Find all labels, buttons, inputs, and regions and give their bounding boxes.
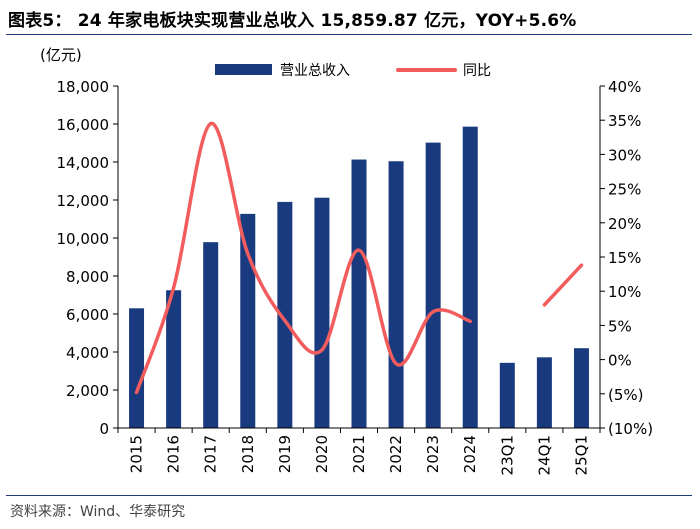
bar-2020 <box>314 197 330 428</box>
right-tick-label: 35% <box>608 112 641 130</box>
legend: 营业总收入 同比 <box>215 63 491 79</box>
x-tick-label: 2020 <box>313 435 331 473</box>
x-tick-label: 2024 <box>461 435 479 473</box>
bar-2019 <box>277 201 293 428</box>
left-tick-label: 2,000 <box>66 382 109 400</box>
y-axis-unit-label: (亿元) <box>40 46 82 64</box>
legend-bar-label: 营业总收入 <box>280 63 350 79</box>
legend-line-label: 同比 <box>463 63 491 79</box>
bar-2016 <box>166 290 182 428</box>
line-layer <box>134 121 584 395</box>
right-tick-label: 0% <box>608 352 632 370</box>
x-tick-label: 2015 <box>128 435 146 473</box>
bar-2024 <box>462 126 478 428</box>
bars-layer <box>129 126 589 429</box>
bar-23Q1 <box>499 362 515 428</box>
x-tick-label: 2017 <box>202 435 220 473</box>
bar-2018 <box>240 213 256 428</box>
right-tick-label: 20% <box>608 215 641 233</box>
yoy-line-segment-1 <box>134 121 472 395</box>
chart-title: 图表5： 24 年家电板块实现营业总收入 15,859.87 亿元，YOY+5.… <box>8 11 577 31</box>
left-tick-label: 12,000 <box>57 192 110 210</box>
left-tick-label: 14,000 <box>57 154 110 172</box>
left-tick-label: 4,000 <box>66 344 109 362</box>
bar-24Q1 <box>536 357 552 428</box>
x-tick-label: 2021 <box>350 435 368 473</box>
x-tick-label: 2022 <box>387 435 405 473</box>
bar-2015 <box>129 308 145 428</box>
right-tick-label: 25% <box>608 181 641 199</box>
right-tick-label: (5%) <box>608 386 644 404</box>
x-tick-label: 25Q1 <box>572 435 590 475</box>
source-note: 资料来源：Wind、华泰研究 <box>10 504 186 520</box>
bar-2022 <box>388 161 404 429</box>
x-tick-label: 24Q1 <box>535 435 553 475</box>
right-tick-label: (10%) <box>608 420 653 438</box>
right-tick-label: 30% <box>608 146 641 164</box>
title-divider <box>6 34 692 35</box>
right-axis-ticks: (10%) (5%) 0% 5% 10% 15% 20% 25% 30% 35% 40% <box>600 78 653 438</box>
left-tick-label: 10,000 <box>57 230 110 248</box>
x-axis-ticks: 2015 2016 2017 2018 2019 2020 2021 2022 2023 2024… <box>117 428 601 475</box>
x-tick-label: 2019 <box>276 435 294 473</box>
right-tick-label: 10% <box>608 283 641 301</box>
yoy-line-segment-2 <box>542 263 584 307</box>
right-tick-label: 5% <box>608 317 632 335</box>
right-tick-label: 15% <box>608 249 641 267</box>
legend-bar-swatch <box>215 64 272 75</box>
bar-2021 <box>351 159 367 428</box>
bar-25Q1 <box>573 348 589 428</box>
left-tick-label: 0 <box>99 420 109 438</box>
right-tick-label: 40% <box>608 78 641 96</box>
x-tick-label: 2016 <box>165 435 183 473</box>
left-tick-label: 8,000 <box>66 268 109 286</box>
x-tick-label: 2023 <box>424 435 442 473</box>
x-tick-label: 23Q1 <box>498 435 516 475</box>
left-tick-label: 18,000 <box>57 78 110 96</box>
x-tick-label: 2018 <box>239 435 257 473</box>
footer-divider <box>6 495 692 496</box>
bar-2023 <box>425 142 441 428</box>
bar-2017 <box>203 242 219 428</box>
left-tick-label: 6,000 <box>66 306 109 324</box>
left-axis-ticks: 0 2,000 4,000 6,000 8,000 10,000 12,000 14,000 1… <box>57 78 118 438</box>
left-tick-label: 16,000 <box>57 116 110 134</box>
